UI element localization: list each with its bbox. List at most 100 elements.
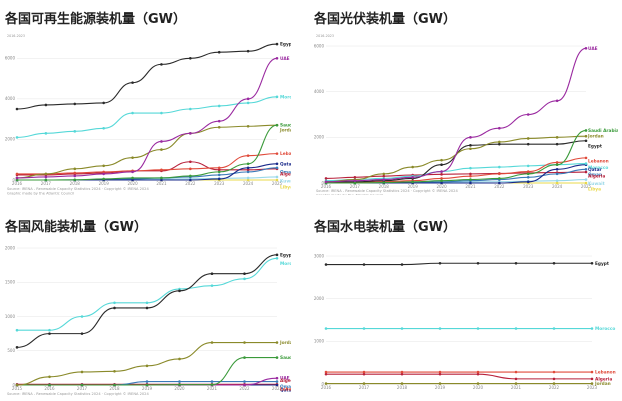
data-point	[217, 170, 221, 174]
data-point	[48, 332, 51, 335]
data-point	[131, 156, 134, 159]
data-point	[438, 372, 442, 376]
x-tick-label: 2017	[77, 386, 88, 391]
data-point	[514, 382, 518, 385]
data-point	[555, 99, 559, 103]
data-point	[324, 177, 328, 180]
data-point	[246, 49, 250, 53]
chart-svg: 0 500 1000 1500 2000 2015 2016 2017 2018 2019 2020…	[5, 245, 291, 396]
data-point	[275, 376, 279, 380]
data-point	[469, 172, 472, 176]
data-point	[440, 163, 443, 167]
data-point	[80, 315, 84, 318]
data-point	[526, 175, 530, 179]
data-point	[243, 272, 246, 275]
data-point	[555, 181, 559, 185]
data-point	[210, 272, 214, 275]
chart-area: 2016-2023 0 2000 4000 6000 2016 2017 2018 2019 20…	[5, 30, 291, 198]
y-tick-label: 1000	[5, 314, 15, 319]
data-point	[160, 176, 163, 180]
chart-title: 各国可再生能源装机量（GW）	[5, 12, 187, 27]
chart-panel-renewable: 各国可再生能源装机量（GW） 2016-2023 0 2000 4000 6000 201…	[0, 0, 311, 200]
data-point	[498, 165, 501, 169]
data-point	[362, 263, 366, 266]
series-label: Egypt	[280, 42, 291, 48]
x-tick-label: 2020	[473, 385, 484, 390]
series-label: Egypt	[595, 261, 609, 267]
x-tick-label: 2018	[109, 386, 120, 391]
data-point	[246, 166, 250, 170]
data-point	[476, 327, 480, 330]
data-point	[526, 137, 530, 140]
data-point	[48, 375, 51, 379]
data-point	[243, 277, 246, 281]
series-label: Oman	[280, 384, 291, 390]
data-point	[469, 136, 472, 139]
data-point	[48, 328, 51, 332]
chart-area: 0 1000 2000 3000 2016 2017 2018 2019 2020 2021 202…	[314, 240, 618, 396]
y-tick-label: 1500	[5, 280, 15, 285]
series-label: Libya	[588, 187, 601, 193]
series-label: Morocco	[588, 165, 608, 171]
data-point	[160, 63, 163, 66]
data-point	[246, 154, 250, 157]
x-tick-label: 2017	[350, 184, 361, 189]
data-point	[498, 126, 501, 130]
data-point	[15, 328, 19, 332]
y-tick-label: 0	[321, 180, 324, 185]
data-point	[362, 370, 366, 374]
data-point	[498, 140, 501, 144]
x-tick-label: 2021	[511, 385, 522, 390]
chart-panel-solar: 各国光伏装机量（GW） 2016-2023 0 2000 4000 6000 2016 20…	[311, 0, 622, 200]
data-point	[382, 172, 386, 176]
data-point	[73, 102, 77, 106]
data-point	[362, 382, 366, 385]
data-point	[189, 167, 192, 171]
data-point	[189, 160, 192, 164]
data-point	[145, 364, 149, 368]
data-point	[73, 130, 77, 133]
data-point	[275, 356, 279, 359]
data-point	[160, 111, 163, 115]
series-label: Morocco	[595, 326, 615, 332]
data-point	[526, 170, 530, 173]
series-line	[16, 43, 278, 110]
series-label: Oman	[280, 169, 291, 175]
y-tick-label: 2000	[314, 296, 324, 301]
data-point	[131, 178, 134, 182]
data-point	[552, 261, 556, 265]
data-point	[275, 162, 279, 166]
data-point	[15, 346, 19, 349]
data-point	[246, 178, 250, 182]
series-label: Jordan	[279, 340, 291, 346]
data-point	[217, 104, 221, 108]
data-point	[469, 147, 472, 151]
series-label: Qatar	[280, 388, 291, 394]
series-label: Libya	[280, 185, 291, 191]
data-point	[243, 380, 246, 383]
data-point	[246, 124, 250, 128]
series-label: Algeria	[280, 171, 291, 177]
series-line	[16, 57, 278, 179]
data-point	[555, 179, 559, 183]
series-line	[325, 47, 587, 183]
data-point	[555, 142, 559, 146]
data-point	[246, 97, 250, 101]
data-point	[15, 176, 19, 180]
data-point	[246, 170, 250, 174]
data-point	[189, 178, 192, 182]
data-point	[189, 174, 192, 178]
chart-title: 各国风能装机量（GW）	[5, 220, 148, 235]
data-point	[440, 170, 443, 173]
data-point	[555, 168, 559, 171]
data-point	[438, 261, 442, 265]
series-label: Oman	[588, 172, 602, 178]
x-tick-label: 2019	[99, 181, 110, 186]
data-point	[469, 181, 472, 185]
data-point	[590, 377, 594, 381]
x-tick-label: 2022	[239, 386, 250, 391]
data-point	[246, 162, 250, 166]
y-tick-label: 6000	[314, 43, 324, 48]
data-point	[145, 383, 149, 387]
data-point	[362, 327, 366, 330]
